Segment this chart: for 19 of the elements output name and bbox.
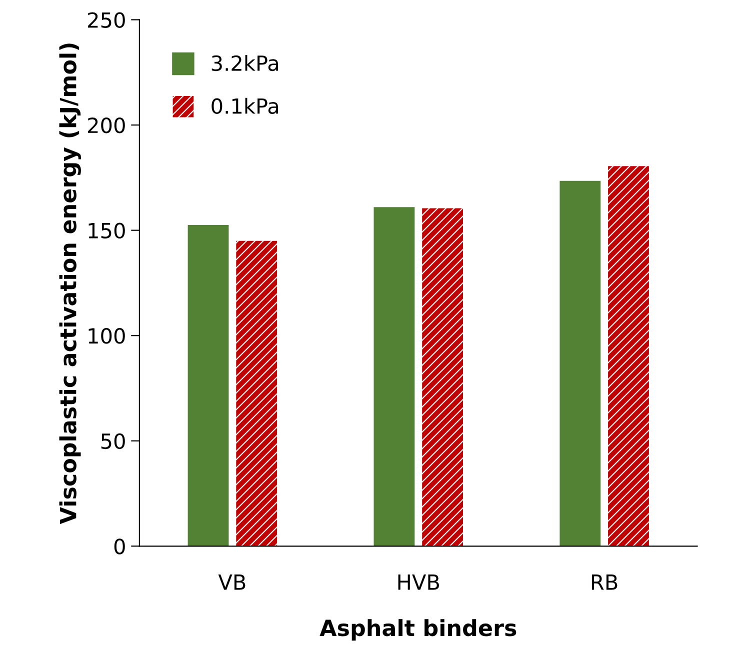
bar — [374, 207, 415, 546]
y-tick-label: 150 — [88, 222, 125, 239]
bar — [608, 166, 649, 546]
y-tick-label: 50 — [101, 433, 125, 450]
bar — [560, 180, 601, 546]
y-axis-title: Viscoplastic activation energy (kJ/mol) — [59, 44, 81, 524]
y-tick-label: 100 — [88, 328, 125, 344]
bar — [188, 225, 229, 546]
y-tick-label: 200 — [88, 117, 125, 134]
bar — [422, 208, 464, 546]
y-tick-label: 250 — [88, 12, 125, 28]
x-axis-title: Asphalt binders — [320, 619, 516, 641]
legend-label: 3.2kPa — [212, 54, 278, 72]
x-tick-label: RB — [592, 574, 618, 590]
bar — [236, 240, 278, 546]
legend-label: 0.1kPa — [212, 98, 278, 114]
x-tick-label: VB — [218, 574, 246, 590]
y-tick-label: 0 — [114, 538, 125, 554]
x-tick-label: HVB — [398, 574, 440, 590]
